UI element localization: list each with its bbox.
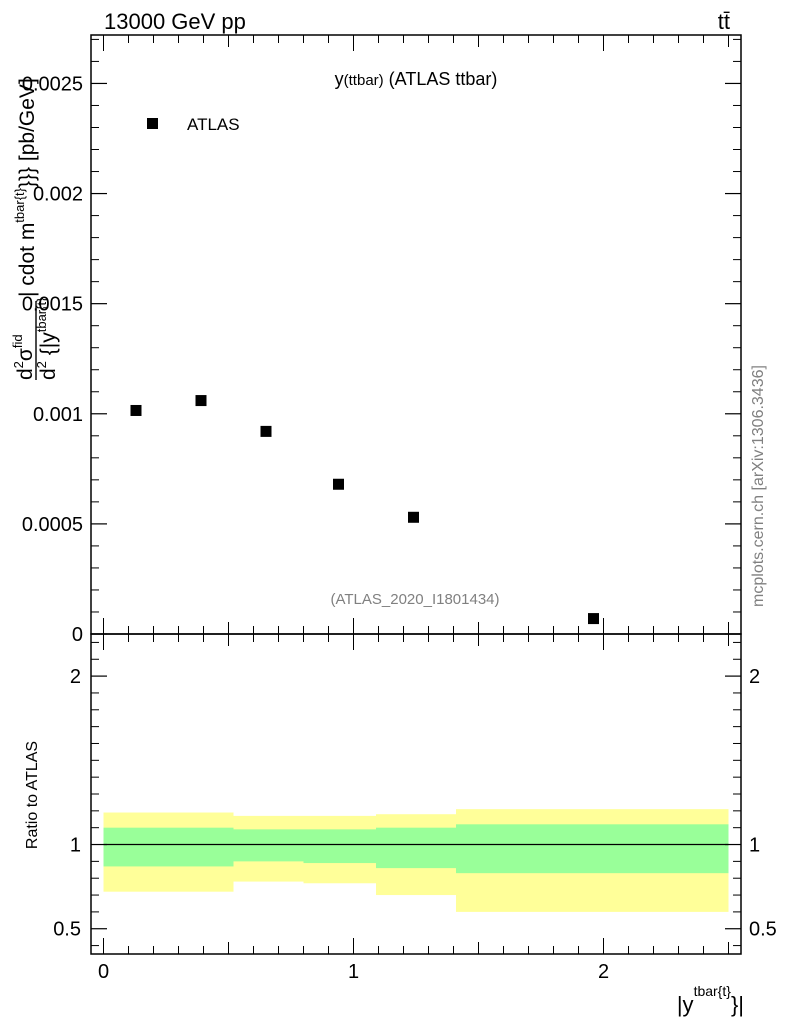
uncertainty-bands: [103, 809, 729, 912]
data-point: [195, 395, 207, 407]
analysis-watermark: (ATLAS_2020_I1801434): [330, 591, 499, 608]
y-tick-label: 0.0025: [22, 73, 83, 95]
inner-band: [233, 829, 304, 862]
inner-band: [303, 829, 376, 864]
energy-label: 13000 GeV pp: [104, 9, 246, 34]
legend-marker: [147, 118, 158, 129]
ratio-plot: 0 1 2 0.5 0.5 1 1 2 2 Ratio to ATLAS |ytbar{t}}|: [24, 633, 777, 1017]
main-x-ticks: [103, 35, 729, 634]
plot-title: y(ttbar) (ATLAS ttbar): [335, 69, 498, 89]
inner-band: [103, 827, 234, 867]
ratio-plot-frame: [90, 633, 742, 955]
main-plot: 0 0.0005 0.001 0.0015 0.002 0.0025 y(ttbar) (…: [10, 34, 742, 646]
ratio-y-axis-label: Ratio to ATLAS: [24, 741, 41, 849]
ratio-ticks: 0 1 2 0.5 0.5 1 1 2 2: [53, 634, 777, 983]
data-point: [333, 478, 344, 490]
y-tick-label: 0.0015: [22, 294, 83, 316]
data-point: [260, 425, 272, 437]
inner-band: [376, 827, 456, 869]
y-tick-label: 0.001: [33, 404, 83, 426]
x-tick-label: 2: [598, 961, 609, 983]
legend-label-atlas: ATLAS: [187, 115, 240, 134]
data-point: [588, 613, 599, 625]
y-tick-label: 0: [72, 624, 83, 646]
x-tick-label: 0: [98, 961, 109, 983]
data-points: [130, 395, 599, 625]
y-label-num: d2σfid: [10, 334, 37, 380]
ratio-y-tick-label: 1: [70, 835, 81, 857]
main-y-axis-label: d2σfid d2 {|ytbar{t} | cdot mtbar{t}}}} …: [10, 78, 60, 380]
y-label-tail: | cdot mtbar{t}}}} [pb/GeV]: [12, 78, 39, 297]
process-label: tt̄: [718, 9, 730, 34]
y-tick-label: 0.002: [33, 184, 83, 206]
x-tick-label: 1: [348, 961, 359, 983]
source-label: mcplots.cern.ch [arXiv:1306.3436]: [750, 365, 767, 607]
inner-band: [456, 824, 729, 874]
ratio-y-tick-label-right: 0.5: [749, 919, 777, 941]
data-point: [408, 511, 419, 523]
ratio-y-tick-label: 0.5: [53, 919, 81, 941]
ratio-y-tick-label-right: 1: [749, 835, 760, 857]
ratio-y-tick-label: 2: [70, 666, 81, 688]
x-axis-label: |ytbar{t}}|: [677, 983, 744, 1017]
y-label-den: d2 {|ytbar{t}: [34, 297, 60, 380]
y-tick-label: 0.0005: [22, 514, 83, 536]
data-point: [130, 404, 142, 416]
main-y-ticks: 0 0.0005 0.001 0.0015 0.002 0.0025: [22, 38, 741, 646]
ratio-y-tick-label-right: 2: [749, 666, 760, 688]
